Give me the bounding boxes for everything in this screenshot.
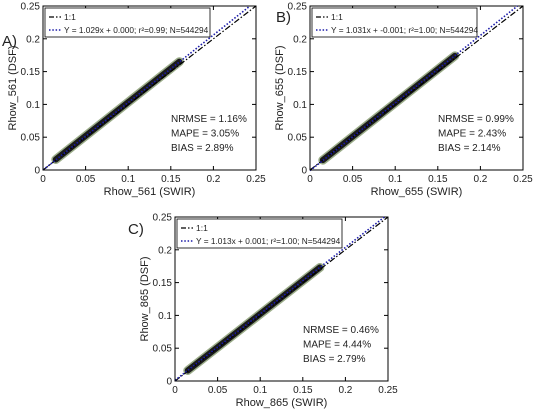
identity-line (309, 5, 524, 171)
fit-line (174, 216, 385, 381)
panel-a: A) 00 0.05 0.05 0.1 0.1 0.15 0.15 0.2 0.2 0.25 0.25… (2, 2, 266, 199)
x-tick-label: 0.15 (293, 385, 313, 396)
y-axis-label: Rhow_865 (DSF) (139, 257, 151, 342)
y-tick-label: 0.25 (21, 2, 41, 13)
x-axis-label: Rhow_655 (SWIR) (371, 186, 463, 198)
legend-box (176, 218, 343, 249)
y-tick-label: 0 (301, 166, 307, 177)
y-tick-label: 0.1 (293, 100, 307, 111)
x-tick-label: 0.2 (206, 174, 220, 185)
x-tick-label: 0 (307, 174, 313, 185)
x-tick-label: 0.05 (76, 174, 96, 185)
stat-text: BIAS = 2.89% (171, 143, 234, 154)
x-tick-label: 0.2 (473, 174, 487, 185)
x-tick-label: 0 (172, 385, 178, 396)
legend-label-fit: Y = 1.013x + 0.001; r²=1.00; N=544294 (196, 236, 341, 246)
x-tick-label: 0.1 (121, 174, 135, 185)
y-axis-label: Rhow_655 (DSF) (274, 46, 286, 131)
y-tick-label: 0.05 (153, 344, 173, 355)
fit-line (309, 5, 518, 172)
y-axis-label: Rhow_561 (DSF) (7, 46, 19, 131)
y-tick-label: 0.25 (288, 2, 308, 13)
x-tick-label: 0.05 (208, 385, 228, 396)
x-tick-label: 0 (40, 174, 46, 185)
y-tick-label: 0 (166, 377, 172, 388)
panel-b: B) 00 0.05 0.05 0.1 0.1 0.15 0.15 0.2 0.2 0.25 0.25… (274, 2, 533, 199)
stat-text: NRMSE = 0.46% (303, 325, 379, 336)
y-tick-label: 0.25 (153, 213, 173, 224)
y-tick-label: 0.1 (26, 100, 40, 111)
x-axis-label: Rhow_561 (SWIR) (104, 186, 196, 198)
x-tick-label: 0.25 (378, 385, 398, 396)
x-tick-label: 0.05 (343, 174, 363, 185)
stat-text: BIAS = 2.14% (438, 143, 501, 154)
identity-line (174, 216, 389, 382)
fit-line (42, 5, 251, 171)
y-tick-label: 0.2 (26, 34, 40, 45)
panel-c: C) 00 0.05 0.05 0.1 0.1 0.15 0.15 0.2 0.2 0.25 0.25… (128, 213, 398, 410)
x-tick-label: 0.1 (253, 385, 267, 396)
y-tick-label: 0.05 (21, 133, 41, 144)
legend-label-fit: Y = 1.031x + -0.001; r²=1.00; N=544294 (331, 25, 478, 35)
legend-label-identity: 1:1 (64, 12, 76, 22)
y-tick-label: 0.05 (288, 133, 308, 144)
legend: 1:1 Y = 1.029x + 0.000; r²=0.99; N=544294 (44, 7, 211, 38)
stat-text: NRMSE = 1.16% (171, 114, 247, 125)
panel-label: C) (128, 221, 144, 238)
stat-text: NRMSE = 0.99% (438, 114, 514, 125)
x-tick-label: 0.15 (161, 174, 181, 185)
y-tick-label: 0.2 (158, 245, 172, 256)
stat-text: MAPE = 3.05% (171, 129, 239, 140)
y-tick-label: 0.2 (293, 34, 307, 45)
x-tick-label: 0.25 (246, 174, 266, 185)
legend-label-fit: Y = 1.029x + 0.000; r²=0.99; N=544294 (64, 25, 209, 35)
legend-label-identity: 1:1 (196, 223, 208, 233)
legend: 1:1 Y = 1.013x + 0.001; r²=1.00; N=544294 (176, 218, 343, 249)
y-tick-label: 0.15 (288, 67, 308, 78)
legend-box (44, 7, 211, 38)
legend: 1:1 Y = 1.031x + -0.001; r²=1.00; N=54429… (311, 7, 478, 38)
x-tick-label: 0.2 (338, 385, 352, 396)
y-tick-label: 0.1 (158, 311, 172, 322)
x-axis-label: Rhow_865 (SWIR) (236, 397, 328, 409)
legend-label-identity: 1:1 (331, 12, 343, 22)
y-tick-label: 0.15 (153, 278, 173, 289)
stat-text: BIAS = 2.79% (303, 354, 366, 365)
panel-label: B) (276, 9, 291, 26)
stat-text: MAPE = 2.43% (438, 129, 506, 140)
panel-label: A) (2, 33, 17, 50)
stat-text: MAPE = 4.44% (303, 340, 371, 351)
legend-box (311, 7, 478, 38)
x-tick-label: 0.15 (428, 174, 448, 185)
x-tick-label: 0.25 (513, 174, 533, 185)
x-tick-label: 0.1 (388, 174, 402, 185)
identity-line (42, 5, 257, 171)
y-tick-label: 0 (34, 166, 40, 177)
y-tick-label: 0.15 (21, 67, 41, 78)
